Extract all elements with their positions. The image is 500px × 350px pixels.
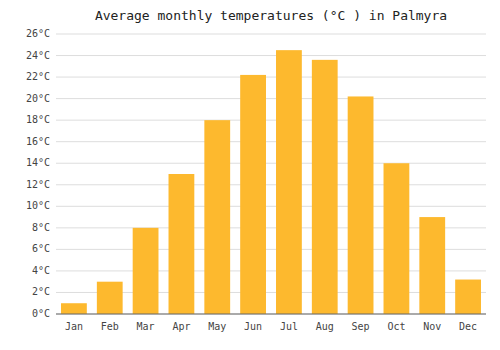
y-tick-label: 18°C [26,114,50,125]
y-tick-label: 4°C [32,265,50,276]
x-tick-label: May [208,321,226,332]
grid-line [56,163,486,164]
bar [61,303,87,314]
grid-line [56,141,486,142]
title: Average monthly temperatures (°C ) in Pa… [95,8,447,23]
y-tick-label: 12°C [26,179,50,190]
y-tick-label: 14°C [26,157,50,168]
y-tick-label: 24°C [26,50,50,61]
bar [455,280,481,314]
bar [312,60,338,314]
y-tick-label: 22°C [26,71,50,82]
chart: Average monthly temperatures (°C ) in Pa… [0,0,500,350]
x-tick-label: Jul [280,321,298,332]
grid-line [56,206,486,207]
grid [56,34,486,314]
x-tick-label: Dec [459,321,477,332]
grid-line [56,34,486,35]
x-tick-label: Aug [316,321,334,332]
bar [169,174,195,314]
y-tick-label: 6°C [32,243,50,254]
bar [133,228,159,314]
y-axis: 0°C 2°C 4°C 6°C 8°C 10°C 12°C 14°C 16°C 18°C 20°C 2… [26,28,50,319]
bar [240,75,266,314]
bar [204,120,230,314]
grid-line [56,120,486,121]
bar [97,282,123,314]
x-tick-label: Sep [352,321,370,332]
x-tick-label: Mar [137,321,155,332]
grid-line [56,314,486,315]
bar [384,163,410,314]
grid-line [56,77,486,78]
bars [61,50,481,314]
bar [276,50,302,314]
x-tick-label: Apr [172,321,190,332]
y-tick-label: 16°C [26,136,50,147]
grid-line [56,55,486,56]
page: {"chart_data": {"type": "bar", "title": … [0,0,500,350]
axis-line [56,314,486,315]
y-tick-label: 20°C [26,93,50,104]
x-tick-label: Oct [387,321,405,332]
x-tick-label: Nov [423,321,441,332]
x-tick-label: Feb [101,321,119,332]
y-tick-label: 0°C [32,308,50,319]
y-tick-label: 10°C [26,200,50,211]
y-tick-label: 2°C [32,286,50,297]
x-tick-label: Jan [65,321,83,332]
grid-line [56,184,486,185]
x-tick-label: Jun [244,321,262,332]
y-tick-label: 8°C [32,222,50,233]
y-tick-label: 26°C [26,28,50,39]
bar [419,217,445,314]
bar [348,96,374,314]
x-axis: Jan Feb Mar Apr May Jun Jul Aug Sep Oct Nov Dec [56,314,486,332]
grid-line [56,98,486,99]
